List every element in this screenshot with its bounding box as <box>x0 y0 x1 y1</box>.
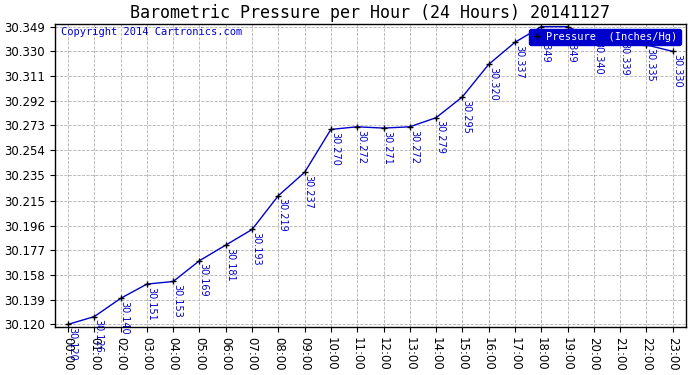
Pressure  (Inches/Hg) <box>564 24 572 29</box>
Line: Pressure  (Inches/Hg): Pressure (Inches/Hg) <box>65 23 676 328</box>
Pressure  (Inches/Hg) <box>380 126 388 130</box>
Text: 30.140: 30.140 <box>120 301 130 335</box>
Text: 30.120: 30.120 <box>67 327 77 361</box>
Text: 30.126: 30.126 <box>93 320 104 353</box>
Text: 30.181: 30.181 <box>225 248 235 282</box>
Pressure  (Inches/Hg) <box>458 94 466 99</box>
Text: 30.340: 30.340 <box>593 41 603 75</box>
Pressure  (Inches/Hg) <box>406 124 414 129</box>
Pressure  (Inches/Hg) <box>143 282 151 286</box>
Pressure  (Inches/Hg) <box>353 124 362 129</box>
Title: Barometric Pressure per Hour (24 Hours) 20141127: Barometric Pressure per Hour (24 Hours) … <box>130 4 611 22</box>
Text: 30.335: 30.335 <box>646 48 656 81</box>
Pressure  (Inches/Hg) <box>590 36 598 40</box>
Pressure  (Inches/Hg) <box>274 194 282 198</box>
Text: 30.237: 30.237 <box>304 175 314 209</box>
Text: 30.270: 30.270 <box>330 132 340 166</box>
Pressure  (Inches/Hg) <box>90 314 99 319</box>
Text: 30.169: 30.169 <box>199 264 208 297</box>
Pressure  (Inches/Hg) <box>195 258 204 263</box>
Pressure  (Inches/Hg) <box>484 62 493 67</box>
Pressure  (Inches/Hg) <box>248 227 256 232</box>
Text: 30.279: 30.279 <box>435 120 445 154</box>
Text: 30.339: 30.339 <box>620 42 629 76</box>
Pressure  (Inches/Hg) <box>642 43 651 47</box>
Pressure  (Inches/Hg) <box>432 116 440 120</box>
Pressure  (Inches/Hg) <box>221 243 230 248</box>
Text: Copyright 2014 Cartronics.com: Copyright 2014 Cartronics.com <box>61 27 242 37</box>
Pressure  (Inches/Hg) <box>117 296 125 301</box>
Text: 30.349: 30.349 <box>540 30 551 63</box>
Pressure  (Inches/Hg) <box>511 40 519 45</box>
Text: 30.151: 30.151 <box>146 287 156 321</box>
Pressure  (Inches/Hg) <box>616 38 624 42</box>
Text: 30.272: 30.272 <box>356 130 366 164</box>
Text: 30.272: 30.272 <box>409 130 419 164</box>
Text: 30.295: 30.295 <box>462 100 471 134</box>
Text: 30.330: 30.330 <box>672 54 682 88</box>
Text: 30.193: 30.193 <box>251 232 262 266</box>
Text: 30.320: 30.320 <box>488 67 497 101</box>
Pressure  (Inches/Hg) <box>301 170 309 174</box>
Text: 30.153: 30.153 <box>172 284 182 318</box>
Legend: Pressure  (Inches/Hg): Pressure (Inches/Hg) <box>529 29 680 45</box>
Pressure  (Inches/Hg) <box>327 127 335 132</box>
Text: 30.271: 30.271 <box>383 131 393 165</box>
Pressure  (Inches/Hg) <box>537 24 545 29</box>
Text: 30.219: 30.219 <box>277 198 288 232</box>
Pressure  (Inches/Hg) <box>669 49 677 54</box>
Text: 30.337: 30.337 <box>514 45 524 79</box>
Pressure  (Inches/Hg) <box>64 322 72 327</box>
Pressure  (Inches/Hg) <box>169 279 177 284</box>
Text: 30.349: 30.349 <box>566 30 577 63</box>
